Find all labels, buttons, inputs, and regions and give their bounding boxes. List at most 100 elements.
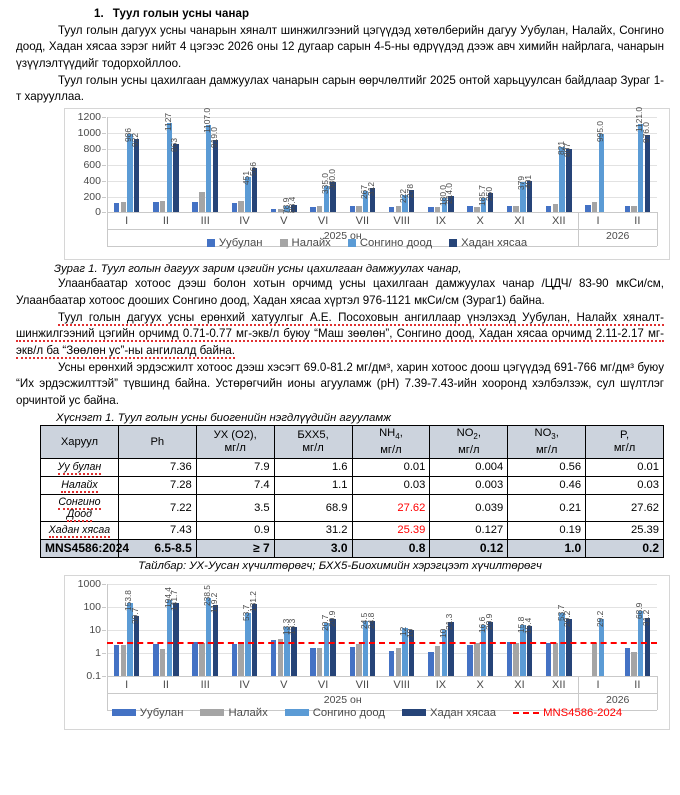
table-cell-station: Хадан хясаа — [40, 520, 119, 540]
legend-item[interactable]: Сонгино доод — [347, 237, 433, 250]
bar-khadan-khyasaa — [212, 605, 218, 676]
x-axis-category-label: II — [162, 678, 169, 691]
bar-khadan-khyasaa — [644, 135, 651, 213]
grid-line — [107, 196, 657, 198]
x-axis-category-label: VII — [355, 678, 370, 691]
y-axis-tick-label: 1 — [95, 646, 101, 659]
paragraph-2: Туул голын усны цахилгаан дамжуулах чана… — [16, 73, 664, 104]
table-cell-value: 0.21 — [507, 493, 587, 522]
x-axis-category-label: VII — [355, 215, 370, 228]
y-axis-tick-label: 200 — [83, 190, 101, 203]
y-axis-tick-mark — [102, 212, 106, 214]
legend-label: Сонгино доод — [359, 237, 433, 250]
table-cell-value: 1.1 — [273, 475, 353, 495]
bar-khadan-khyasaa — [291, 627, 297, 676]
table-cell-value: 0.19 — [507, 520, 587, 540]
bar-data-label: 141.7 — [169, 590, 180, 612]
chart-legend: Уубулан Налайх Сонгино доод Хадан хясаа MNS4… — [65, 707, 669, 719]
bar-data-label: 922 — [130, 133, 141, 148]
table-cell-value: 0.01 — [585, 457, 664, 477]
x-axis-group-label: 2025 он — [323, 693, 362, 706]
x-axis-line — [107, 212, 657, 214]
y-axis: 0 200 400 600 800 1000 1200 — [65, 109, 105, 259]
bar-songino-dood — [402, 628, 408, 676]
y-axis-tick-label: 1200 — [77, 111, 101, 124]
grid-line — [107, 149, 657, 151]
table-cell-value: 0.003 — [429, 475, 509, 495]
y-axis-tick-label: 0.1 — [86, 669, 101, 682]
page-title: 1. Туул голын усны чанар — [94, 8, 666, 20]
legend-item[interactable]: Сонгино доод — [284, 707, 385, 719]
th-ph: Ph — [117, 424, 197, 459]
bar-songino-dood — [245, 613, 251, 676]
axis-group-separator — [657, 212, 658, 247]
y-axis-tick-mark — [102, 606, 106, 608]
bar-uubulan — [231, 203, 238, 213]
bar-khadan-khyasaa — [526, 625, 533, 676]
bar-khadan-khyasaa — [369, 187, 376, 213]
table-1-caption: Хүснэгт 1. Туул голын усны биогенийн нэг… — [56, 411, 391, 424]
bar-uubulan — [388, 206, 395, 213]
grid-line — [107, 180, 657, 182]
y-axis-tick-mark — [102, 652, 106, 654]
table-cell-value: 0.03 — [351, 475, 431, 495]
legend-item-threshold[interactable]: MNS4586-2024 — [513, 707, 622, 719]
grid-line — [107, 606, 657, 608]
bar-uubulan — [467, 644, 473, 676]
table-cell-value: 3.5 — [195, 493, 275, 522]
x-axis-category-label: I — [125, 678, 129, 691]
axis-group-bottom-line — [107, 246, 657, 248]
table-cell-value: 0.56 — [507, 457, 587, 477]
bar-songino-dood — [362, 620, 369, 676]
x-axis-category-label: XII — [552, 215, 566, 228]
x-axis-category-label: I — [596, 678, 600, 691]
bar-nalaikh — [513, 206, 519, 213]
table-cell-value: 0.03 — [585, 475, 664, 495]
table-cell-standard-value: 3.0 — [273, 538, 353, 558]
table-cell-standard-name: MNS4586:2024 — [40, 538, 129, 558]
legend-item[interactable]: Уубулан — [111, 707, 183, 719]
grid-line — [107, 629, 657, 631]
bar-data-label: 278 — [405, 184, 416, 199]
bar-data-label: 214.0 — [444, 182, 455, 204]
y-axis-tick-label: 600 — [83, 158, 101, 171]
bar-songino-dood — [559, 147, 565, 213]
legend-item[interactable]: Налайх — [200, 707, 268, 719]
table-cell-standard-value: 0.2 — [585, 538, 664, 558]
legend-item[interactable]: Налайх — [279, 237, 331, 249]
legend-label: Уубулан — [218, 237, 263, 250]
bar-uubulan — [349, 646, 356, 676]
legend-item[interactable]: Хадан хясаа — [402, 707, 496, 719]
x-axis-category-label: XI — [514, 678, 525, 691]
grid-line — [107, 133, 657, 135]
bar-uubulan — [388, 651, 395, 676]
legend-swatch-icon — [449, 239, 458, 248]
legend-item[interactable]: Уубулан — [206, 237, 263, 250]
legend-item[interactable]: Хадан хясаа — [449, 237, 527, 249]
bar-uubulan — [585, 205, 591, 213]
bar-songino-dood — [637, 123, 644, 213]
x-axis-category-label: VI — [317, 215, 329, 228]
bar-khadan-khyasaa — [251, 167, 258, 213]
bar-khadan-khyasaa — [448, 622, 454, 676]
bar-nalaikh — [238, 201, 244, 213]
bar-data-label: 995.0 — [594, 120, 605, 142]
x-axis-category-label: II — [162, 215, 169, 228]
bar-khadan-khyasaa — [330, 618, 336, 676]
bar-data-label: 250 — [483, 186, 494, 201]
bar-songino-dood — [520, 625, 526, 676]
bar-songino-dood — [559, 613, 565, 676]
table-cell-value: 25.39 — [585, 520, 664, 540]
x-axis-category-label: X — [476, 215, 484, 228]
x-axis-category-label: II — [634, 678, 641, 691]
x-axis-category-label: III — [200, 215, 210, 228]
x-axis-category-label: V — [280, 215, 288, 228]
chart-bod5: 0.1 1 10 100 1000 153.8 39.7 I 194.4 141.7 II 238.5… — [64, 574, 670, 730]
bar-songino-dood — [284, 627, 290, 676]
bar-songino-dood — [323, 622, 330, 676]
table-header-row: Харуул Ph УХ (О2), мг/л БХХ5, мг/л NH4, мг/… — [40, 424, 664, 459]
table-row: Хадан хясаа 7.43 0.9 31.2 25.39 0.127 0.19 25.3… — [40, 520, 664, 540]
bar-nalaikh — [395, 206, 402, 213]
bar-data-label: 29.9 — [326, 610, 337, 627]
y-axis-tick-mark — [102, 164, 106, 166]
